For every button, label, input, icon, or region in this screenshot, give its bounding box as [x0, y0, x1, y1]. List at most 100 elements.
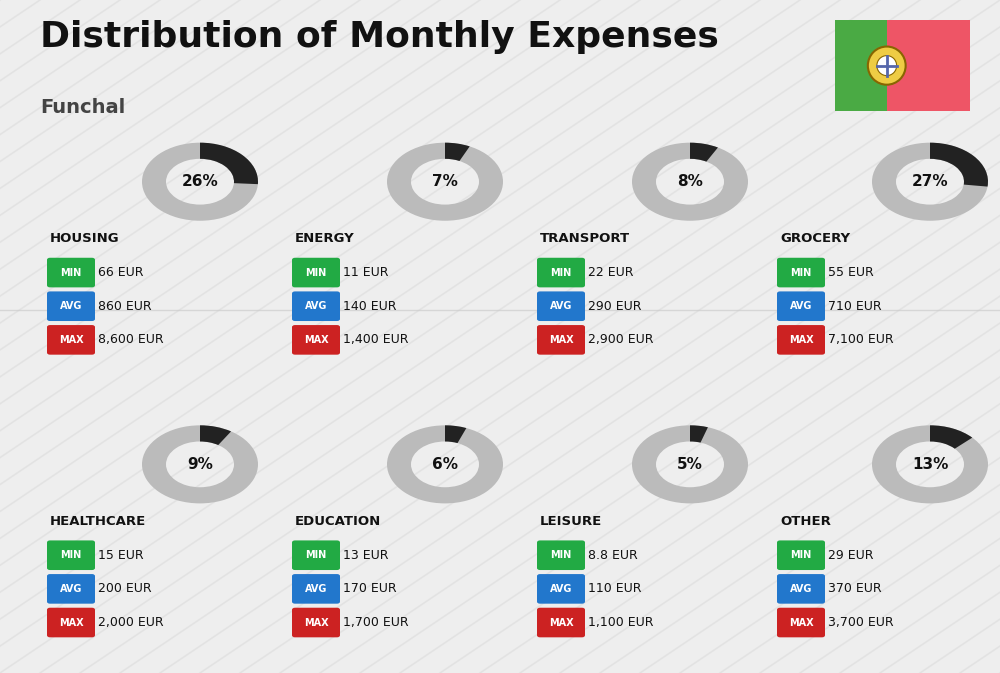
Text: MIN: MIN [305, 268, 327, 277]
FancyBboxPatch shape [537, 574, 585, 604]
FancyBboxPatch shape [292, 258, 340, 287]
Text: 860 EUR: 860 EUR [98, 299, 152, 313]
FancyBboxPatch shape [292, 540, 340, 570]
Wedge shape [690, 143, 718, 162]
FancyBboxPatch shape [777, 291, 825, 321]
Text: Funchal: Funchal [40, 98, 125, 116]
FancyBboxPatch shape [537, 258, 585, 287]
Text: 11 EUR: 11 EUR [343, 266, 388, 279]
Wedge shape [872, 143, 988, 221]
Text: MIN: MIN [550, 551, 572, 560]
Text: 7%: 7% [432, 174, 458, 189]
Text: 290 EUR: 290 EUR [588, 299, 642, 313]
FancyBboxPatch shape [292, 574, 340, 604]
Wedge shape [200, 425, 231, 445]
Text: MIN: MIN [790, 268, 812, 277]
Text: Distribution of Monthly Expenses: Distribution of Monthly Expenses [40, 20, 719, 55]
Text: 26%: 26% [182, 174, 218, 189]
Wedge shape [142, 425, 258, 503]
Text: MAX: MAX [59, 335, 83, 345]
Text: MAX: MAX [59, 618, 83, 627]
Text: 8,600 EUR: 8,600 EUR [98, 333, 164, 347]
Text: 9%: 9% [187, 457, 213, 472]
Text: 110 EUR: 110 EUR [588, 582, 642, 596]
Text: 8%: 8% [677, 174, 703, 189]
Wedge shape [690, 425, 708, 443]
Wedge shape [930, 143, 988, 186]
Text: TRANSPORT: TRANSPORT [540, 232, 630, 245]
FancyBboxPatch shape [47, 540, 95, 570]
Text: 13%: 13% [912, 457, 948, 472]
Wedge shape [387, 425, 503, 503]
FancyBboxPatch shape [537, 325, 585, 355]
Text: HEALTHCARE: HEALTHCARE [50, 515, 146, 528]
Text: MAX: MAX [549, 618, 573, 627]
Wedge shape [142, 143, 258, 221]
FancyBboxPatch shape [47, 291, 95, 321]
Text: 1,100 EUR: 1,100 EUR [588, 616, 654, 629]
Wedge shape [445, 425, 466, 443]
Text: 5%: 5% [677, 457, 703, 472]
Wedge shape [930, 425, 972, 449]
Text: AVG: AVG [305, 584, 327, 594]
Text: AVG: AVG [60, 302, 82, 311]
Text: EDUCATION: EDUCATION [295, 515, 381, 528]
FancyBboxPatch shape [777, 325, 825, 355]
Text: AVG: AVG [790, 302, 812, 311]
Text: 29 EUR: 29 EUR [828, 548, 874, 562]
FancyBboxPatch shape [47, 574, 95, 604]
Text: AVG: AVG [550, 302, 572, 311]
Text: MIN: MIN [305, 551, 327, 560]
Circle shape [877, 56, 897, 75]
Text: 7,100 EUR: 7,100 EUR [828, 333, 894, 347]
FancyBboxPatch shape [835, 20, 887, 111]
FancyBboxPatch shape [777, 608, 825, 637]
FancyBboxPatch shape [537, 608, 585, 637]
FancyBboxPatch shape [292, 325, 340, 355]
Text: MIN: MIN [60, 551, 82, 560]
Text: 13 EUR: 13 EUR [343, 548, 388, 562]
Text: 710 EUR: 710 EUR [828, 299, 882, 313]
Text: 22 EUR: 22 EUR [588, 266, 634, 279]
Wedge shape [632, 143, 748, 221]
Wedge shape [387, 143, 503, 221]
FancyBboxPatch shape [887, 20, 970, 111]
Text: AVG: AVG [550, 584, 572, 594]
FancyBboxPatch shape [537, 540, 585, 570]
Text: LEISURE: LEISURE [540, 515, 602, 528]
Text: 1,400 EUR: 1,400 EUR [343, 333, 409, 347]
Text: 15 EUR: 15 EUR [98, 548, 144, 562]
Text: AVG: AVG [60, 584, 82, 594]
Text: MIN: MIN [790, 551, 812, 560]
Text: MAX: MAX [304, 618, 328, 627]
Text: MIN: MIN [550, 268, 572, 277]
Text: 370 EUR: 370 EUR [828, 582, 882, 596]
FancyBboxPatch shape [777, 540, 825, 570]
Text: MIN: MIN [60, 268, 82, 277]
FancyBboxPatch shape [292, 608, 340, 637]
Text: 8.8 EUR: 8.8 EUR [588, 548, 638, 562]
FancyBboxPatch shape [777, 574, 825, 604]
Text: MAX: MAX [549, 335, 573, 345]
Wedge shape [200, 143, 258, 184]
Text: 1,700 EUR: 1,700 EUR [343, 616, 409, 629]
Text: MAX: MAX [789, 335, 813, 345]
FancyBboxPatch shape [47, 258, 95, 287]
Wedge shape [872, 425, 988, 503]
Text: 200 EUR: 200 EUR [98, 582, 152, 596]
Text: 66 EUR: 66 EUR [98, 266, 144, 279]
FancyBboxPatch shape [537, 291, 585, 321]
Text: 3,700 EUR: 3,700 EUR [828, 616, 894, 629]
Circle shape [868, 46, 906, 85]
Wedge shape [632, 425, 748, 503]
Text: GROCERY: GROCERY [780, 232, 850, 245]
FancyBboxPatch shape [47, 325, 95, 355]
Text: 2,000 EUR: 2,000 EUR [98, 616, 164, 629]
Text: 55 EUR: 55 EUR [828, 266, 874, 279]
Text: HOUSING: HOUSING [50, 232, 120, 245]
Wedge shape [445, 143, 470, 161]
Text: AVG: AVG [305, 302, 327, 311]
Text: AVG: AVG [790, 584, 812, 594]
Text: 2,900 EUR: 2,900 EUR [588, 333, 654, 347]
Text: 170 EUR: 170 EUR [343, 582, 397, 596]
